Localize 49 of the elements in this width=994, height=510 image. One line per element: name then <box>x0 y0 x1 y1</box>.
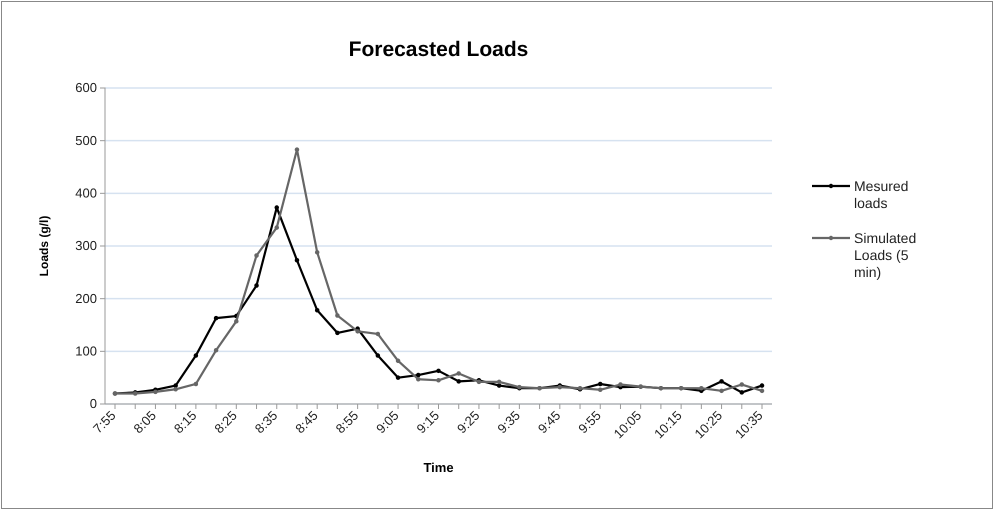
y-tick-label: 300 <box>75 238 97 254</box>
y-tick-label: 100 <box>75 343 97 358</box>
point <box>274 205 280 210</box>
y-tick-label: 500 <box>75 132 97 148</box>
point <box>740 382 744 387</box>
point <box>194 382 198 386</box>
x-axis-title: Time <box>423 460 454 475</box>
point <box>416 372 421 378</box>
point <box>294 147 300 152</box>
point <box>355 329 360 334</box>
point <box>376 332 380 336</box>
point <box>254 283 259 288</box>
point <box>376 353 380 358</box>
point <box>598 388 603 392</box>
point <box>456 371 461 376</box>
point <box>396 358 400 364</box>
point <box>335 330 340 336</box>
point <box>598 382 603 386</box>
point <box>335 313 340 318</box>
y-tick-label: 600 <box>75 80 97 96</box>
point <box>314 308 320 313</box>
point <box>234 319 239 324</box>
point <box>456 379 461 384</box>
point <box>173 387 178 392</box>
chart-title: Forecasted Loads <box>348 38 528 61</box>
point <box>719 379 724 384</box>
point <box>618 382 623 387</box>
point <box>214 316 218 320</box>
legend-label: Simulated Loads (5 min) <box>854 230 916 280</box>
point <box>436 368 441 374</box>
point <box>699 386 704 390</box>
point <box>274 225 280 230</box>
point <box>254 253 259 258</box>
point <box>436 378 441 383</box>
y-tick-label: 400 <box>75 185 97 200</box>
point <box>416 376 421 382</box>
point <box>214 348 218 353</box>
point <box>194 353 198 358</box>
y-axis-title: Loads (g/l) <box>37 216 51 276</box>
point <box>314 250 320 255</box>
y-tick-label: 200 <box>75 290 97 306</box>
point <box>496 380 502 384</box>
point <box>719 388 724 394</box>
point <box>740 390 744 395</box>
point <box>760 388 764 394</box>
point <box>760 383 764 388</box>
legend-label: Mesured loads <box>854 178 908 211</box>
point <box>396 375 400 380</box>
point <box>294 258 300 262</box>
